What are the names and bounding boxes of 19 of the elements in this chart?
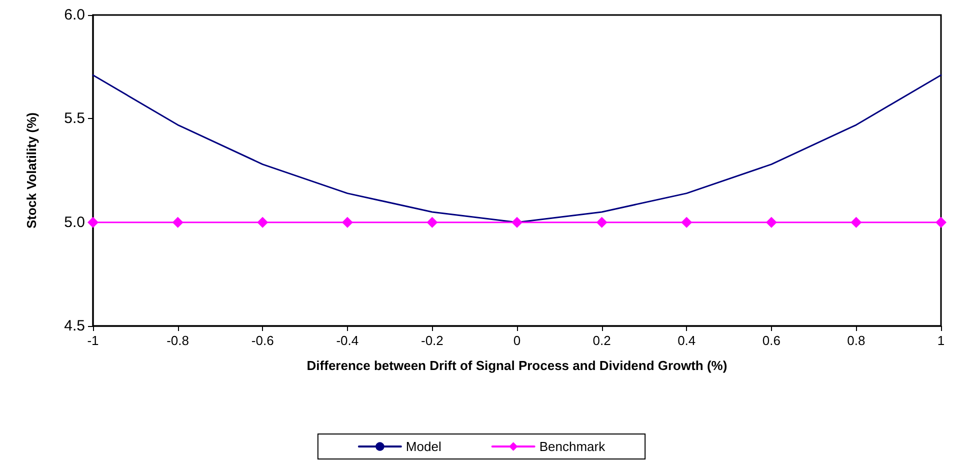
x-tick-label: -0.8 [166,333,190,348]
x-tick-label: 0.8 [847,333,866,348]
x-axis-title: Difference between Drift of Signal Process and Dividend Growth (%) [306,358,728,373]
y-tick-label: 4.5 [64,318,85,334]
y-tick-label: 6.0 [64,6,85,24]
x-tick-label: -0.2 [420,333,444,348]
x-tick-label: -0.6 [251,333,274,348]
x-tick-label: 0.2 [592,333,611,348]
y-axis-title: Stock Volatility (%) [24,112,39,229]
x-tick-label: 0.6 [762,333,780,348]
legend-label: Model [406,439,442,454]
y-tick-label: 5.5 [64,110,85,128]
x-tick-label: 0 [513,333,521,348]
legend-label: Benchmark [539,439,606,454]
x-tick-label: -0.4 [336,333,359,348]
x-tick-label: -1 [87,333,99,348]
y-tick-label: 5.0 [64,214,85,231]
x-tick-label: 1 [937,333,945,348]
x-tick-label: 0.4 [678,333,696,348]
